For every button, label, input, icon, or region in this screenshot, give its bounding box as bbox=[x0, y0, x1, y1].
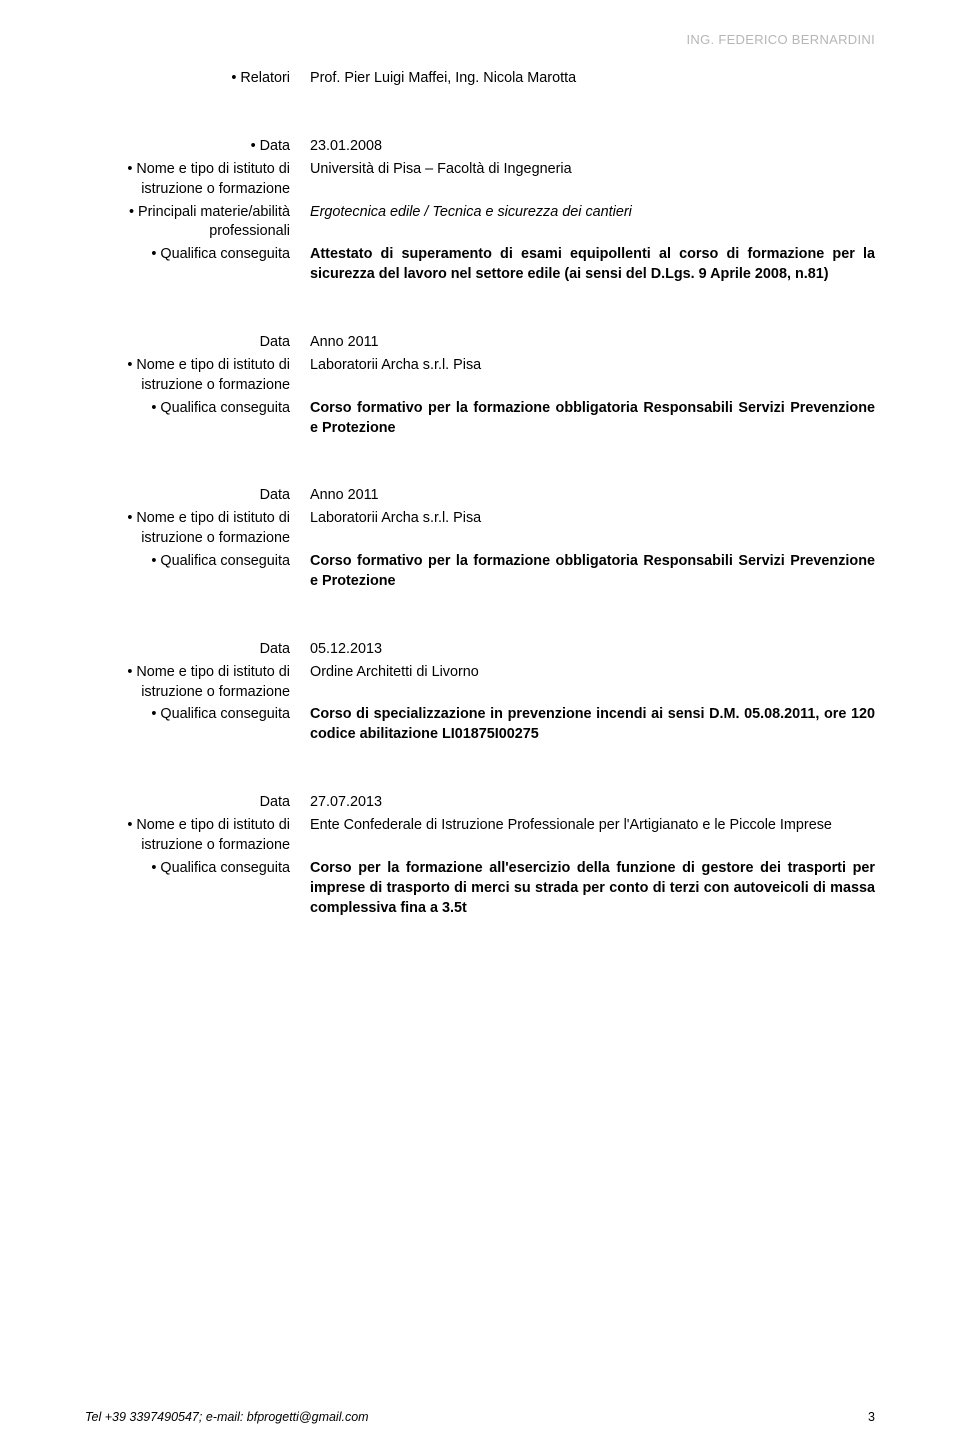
cv-row-value: Ordine Architetti di Livorno bbox=[310, 663, 875, 706]
header-prefix: ING. bbox=[686, 32, 714, 47]
cv-row: • Qualifica conseguitaCorso per la forma… bbox=[85, 859, 875, 922]
cv-row: DataAnno 2011 bbox=[85, 333, 875, 356]
cv-row-value: Corso formativo per la formazione obblig… bbox=[310, 399, 875, 442]
cv-row-value: Laboratorii Archa s.r.l. Pisa bbox=[310, 509, 875, 552]
cv-row-value: Ergotecnica edile / Tecnica e sicurezza … bbox=[310, 203, 875, 246]
cv-row-value: Corso di specializzazione in prevenzione… bbox=[310, 705, 875, 748]
cv-row-label: • Nome e tipo di istituto di istruzione … bbox=[85, 816, 310, 859]
cv-row-value: Università di Pisa – Facoltà di Ingegner… bbox=[310, 160, 875, 203]
cv-section: Data27.07.2013• Nome e tipo di istituto … bbox=[85, 793, 875, 921]
cv-row-label: Data bbox=[85, 486, 310, 509]
cv-row-label: • Nome e tipo di istituto di istruzione … bbox=[85, 663, 310, 706]
cv-row: • Qualifica conseguitaAttestato di super… bbox=[85, 245, 875, 288]
cv-row-label: • Qualifica conseguita bbox=[85, 859, 310, 922]
cv-row-label: • Data bbox=[85, 137, 310, 160]
cv-section: DataAnno 2011• Nome e tipo di istituto d… bbox=[85, 486, 875, 594]
cv-row-value: 23.01.2008 bbox=[310, 137, 875, 160]
cv-row-label: • Qualifica conseguita bbox=[85, 399, 310, 442]
cv-row: • Nome e tipo di istituto di istruzione … bbox=[85, 663, 875, 706]
document-header-name: ING. FEDERICO BERNARDINI bbox=[85, 32, 875, 47]
cv-sections: • RelatoriProf. Pier Luigi Maffei, Ing. … bbox=[85, 69, 875, 921]
cv-row-value: Anno 2011 bbox=[310, 486, 875, 509]
cv-row: DataAnno 2011 bbox=[85, 486, 875, 509]
cv-row: • Data23.01.2008 bbox=[85, 137, 875, 160]
cv-row-value: Corso per la formazione all'esercizio de… bbox=[310, 859, 875, 922]
cv-row-label: • Relatori bbox=[85, 69, 310, 92]
cv-row: • Qualifica conseguitaCorso di specializ… bbox=[85, 705, 875, 748]
cv-row: • Principali materie/abilità professiona… bbox=[85, 203, 875, 246]
cv-row-label: Data bbox=[85, 640, 310, 663]
cv-row-label: • Principali materie/abilità professiona… bbox=[85, 203, 310, 246]
footer-page-number: 3 bbox=[868, 1410, 875, 1424]
cv-row-value: 27.07.2013 bbox=[310, 793, 875, 816]
cv-section: DataAnno 2011• Nome e tipo di istituto d… bbox=[85, 333, 875, 441]
cv-row: • Nome e tipo di istituto di istruzione … bbox=[85, 356, 875, 399]
cv-row-label: • Nome e tipo di istituto di istruzione … bbox=[85, 160, 310, 203]
cv-row-label: • Qualifica conseguita bbox=[85, 705, 310, 748]
cv-row-label: Data bbox=[85, 333, 310, 356]
cv-row-value: Anno 2011 bbox=[310, 333, 875, 356]
cv-row-value: 05.12.2013 bbox=[310, 640, 875, 663]
cv-row-label: • Nome e tipo di istituto di istruzione … bbox=[85, 509, 310, 552]
cv-row-label: • Qualifica conseguita bbox=[85, 245, 310, 288]
header-name-text: FEDERICO BERNARDINI bbox=[718, 32, 875, 47]
cv-row: Data27.07.2013 bbox=[85, 793, 875, 816]
cv-row-value: Corso formativo per la formazione obblig… bbox=[310, 552, 875, 595]
cv-row-value: Attestato di superamento di esami equipo… bbox=[310, 245, 875, 288]
cv-row: Data05.12.2013 bbox=[85, 640, 875, 663]
page-footer: Tel +39 3397490547; e-mail: bfprogetti@g… bbox=[85, 1410, 875, 1424]
cv-row: • Nome e tipo di istituto di istruzione … bbox=[85, 509, 875, 552]
cv-section: Data05.12.2013• Nome e tipo di istituto … bbox=[85, 640, 875, 748]
cv-row: • Nome e tipo di istituto di istruzione … bbox=[85, 816, 875, 859]
cv-row-label: • Nome e tipo di istituto di istruzione … bbox=[85, 356, 310, 399]
cv-row: • Nome e tipo di istituto di istruzione … bbox=[85, 160, 875, 203]
cv-row: • RelatoriProf. Pier Luigi Maffei, Ing. … bbox=[85, 69, 875, 92]
cv-row-label: Data bbox=[85, 793, 310, 816]
footer-contact: Tel +39 3397490547; e-mail: bfprogetti@g… bbox=[85, 1410, 369, 1424]
cv-row-label: • Qualifica conseguita bbox=[85, 552, 310, 595]
cv-section: • Data23.01.2008• Nome e tipo di istitut… bbox=[85, 137, 875, 288]
cv-row-value: Laboratorii Archa s.r.l. Pisa bbox=[310, 356, 875, 399]
cv-row: • Qualifica conseguitaCorso formativo pe… bbox=[85, 399, 875, 442]
cv-row: • Qualifica conseguitaCorso formativo pe… bbox=[85, 552, 875, 595]
cv-section: • RelatoriProf. Pier Luigi Maffei, Ing. … bbox=[85, 69, 875, 92]
cv-row-value: Prof. Pier Luigi Maffei, Ing. Nicola Mar… bbox=[310, 69, 875, 92]
cv-row-value: Ente Confederale di Istruzione Professio… bbox=[310, 816, 875, 859]
